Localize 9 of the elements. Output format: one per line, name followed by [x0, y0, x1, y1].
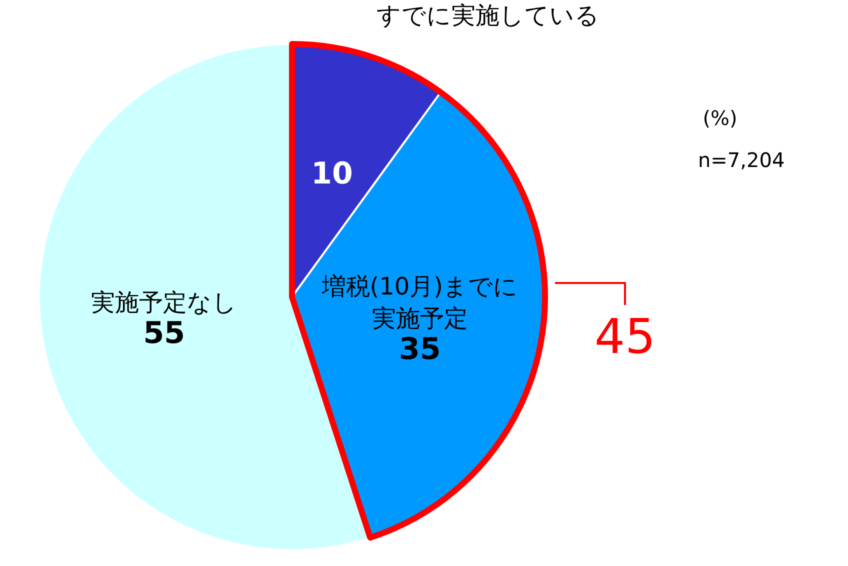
slice-label: 増税(10月)までに実施予定	[320, 272, 518, 332]
data-label: 10	[311, 156, 353, 192]
slice-label: すでに実施している	[376, 1, 600, 30]
text: 45	[594, 309, 656, 365]
slice-label: 実施予定なし	[91, 288, 238, 316]
data-label: 55	[143, 316, 185, 351]
data-label: 35	[399, 332, 441, 367]
text: n=7,204	[698, 148, 785, 172]
text: (%)	[702, 106, 738, 130]
